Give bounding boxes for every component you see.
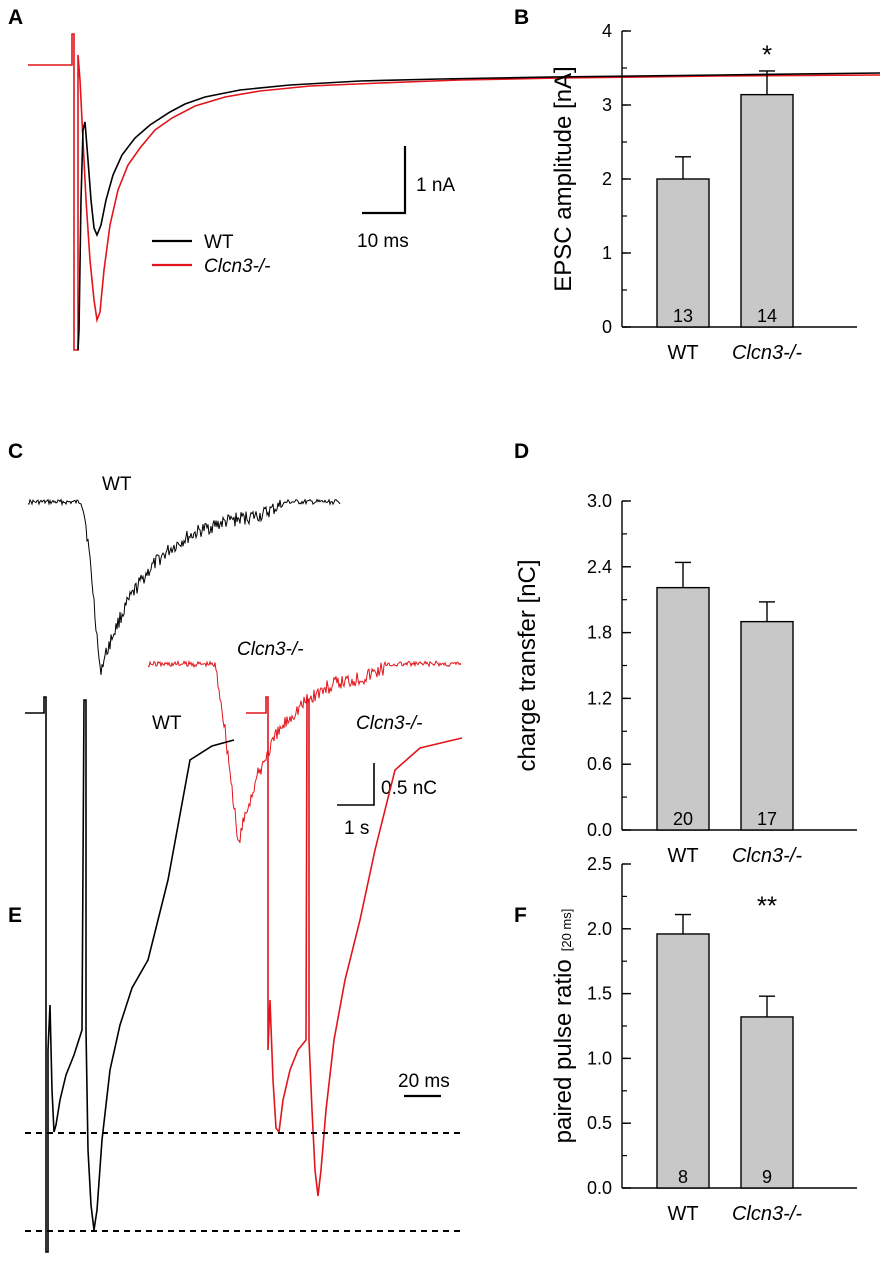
y-axis-label: paired pulse ratio[20 ms] — [550, 909, 577, 1144]
x-category-label: WT — [667, 342, 698, 364]
scale-a-y-label: 1 nA — [416, 175, 455, 196]
bar-n-label: 14 — [757, 306, 777, 326]
y-axis-label: charge transfer [nC] — [514, 559, 541, 771]
y-tick-label: 1.5 — [587, 984, 612, 1004]
panel-label-b: B — [514, 6, 529, 29]
scale-a-x-label: 10 ms — [357, 231, 409, 252]
x-category-label: Clcn3-/- — [732, 1203, 802, 1225]
scale-e-x-label: 20 ms — [398, 1071, 450, 1092]
x-category-label: Clcn3-/- — [732, 845, 802, 867]
bar-clcn3 — [740, 93, 794, 328]
label-e-ko: Clcn3-/- — [356, 713, 423, 734]
panel-c-traces: WT Clcn3-/- 0.5 nC 1 s — [27, 474, 462, 843]
y-tick-label: 2.5 — [587, 854, 612, 874]
panel-label-d: D — [514, 440, 529, 463]
y-tick-label: 4 — [602, 21, 612, 41]
bar-clcn3 — [740, 620, 794, 831]
significance-marker: ** — [757, 890, 777, 920]
y-tick-label: 1 — [602, 243, 612, 263]
label-c-ko: Clcn3-/- — [237, 639, 304, 660]
legend-label-wt: WT — [204, 232, 234, 253]
scale-bar-a — [362, 146, 407, 215]
panel-a-traces: WT Clcn3-/- 1 nA 10 ms — [28, 33, 881, 351]
trace-c-ko — [147, 659, 462, 843]
x-category-label: Clcn3-/- — [732, 342, 802, 364]
x-category-label: WT — [667, 1203, 698, 1225]
y-tick-label: 0 — [602, 317, 612, 337]
panel-e-traces: WT Clcn3-/- 20 ms — [25, 696, 463, 1253]
trace-e-wt — [25, 696, 235, 1253]
chart-b-epsc-amplitude: 0 1 2 3 4 EPSC amplitude [nA] 13 WT 14 Clcn3-/- * — [550, 21, 857, 364]
bar-clcn3 — [740, 1016, 794, 1189]
y-tick-label: 3.0 — [587, 491, 612, 511]
bar-n-label: 9 — [762, 1167, 772, 1187]
y-tick-label: 1.8 — [587, 623, 612, 643]
y-tick-label: 0.0 — [587, 820, 612, 840]
trace-a-ko — [28, 33, 881, 351]
bar-n-label: 8 — [678, 1167, 688, 1187]
panel-label-f: F — [514, 904, 527, 927]
x-category-label: WT — [667, 845, 698, 867]
trace-a-wt — [77, 72, 881, 351]
bar-wt — [656, 178, 710, 328]
significance-marker: * — [762, 40, 772, 70]
bar-n-label: 13 — [673, 306, 693, 326]
y-tick-label: 0.6 — [587, 754, 612, 774]
y-tick-label: 2.0 — [587, 919, 612, 939]
y-tick-label: 2 — [602, 169, 612, 189]
legend-label-ko: Clcn3-/- — [204, 256, 271, 277]
panel-label-a: A — [8, 6, 23, 29]
trace-e-ko — [246, 696, 463, 1197]
y-tick-label: 0.0 — [587, 1178, 612, 1198]
panel-label-c: C — [8, 440, 23, 463]
chart-d-charge-transfer: 0.0 0.6 1.2 1.8 2.4 3.0 charge transfer [nC] 20… — [514, 491, 857, 867]
trace-c-wt — [27, 498, 341, 676]
y-tick-label: 3 — [602, 95, 612, 115]
label-c-wt: WT — [102, 474, 132, 495]
bar-n-label: 20 — [673, 809, 693, 829]
y-tick-label: 2.4 — [587, 557, 612, 577]
bar-wt — [656, 933, 710, 1189]
y-tick-label: 1.0 — [587, 1048, 612, 1068]
bar-n-label: 17 — [757, 809, 777, 829]
bar-wt — [656, 586, 710, 831]
panel-label-e: E — [8, 904, 22, 927]
scale-c-y-label: 0.5 nC — [381, 778, 437, 799]
chart-f-paired-pulse-ratio: 0.0 0.5 1.0 1.5 2.0 2.5 paired pulse ratio[20 … — [550, 854, 857, 1225]
y-tick-label: 1.2 — [587, 688, 612, 708]
label-e-wt: WT — [152, 713, 182, 734]
y-tick-label: 0.5 — [587, 1113, 612, 1133]
y-axis-label: EPSC amplitude [nA] — [550, 66, 577, 291]
scale-c-x-label: 1 s — [344, 818, 369, 839]
scale-bar-c — [337, 763, 375, 806]
